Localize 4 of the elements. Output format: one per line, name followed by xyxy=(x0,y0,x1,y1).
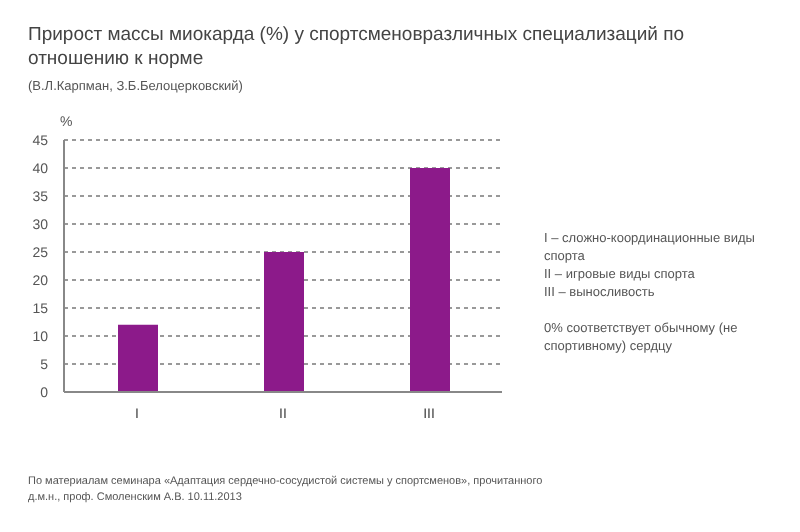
bar xyxy=(264,252,304,392)
bar xyxy=(410,168,450,392)
bar xyxy=(118,324,158,392)
chart-title: Прирост массы миокарда (%) у спортсменовразличных специализаций по отношению к норме xyxy=(28,24,687,72)
